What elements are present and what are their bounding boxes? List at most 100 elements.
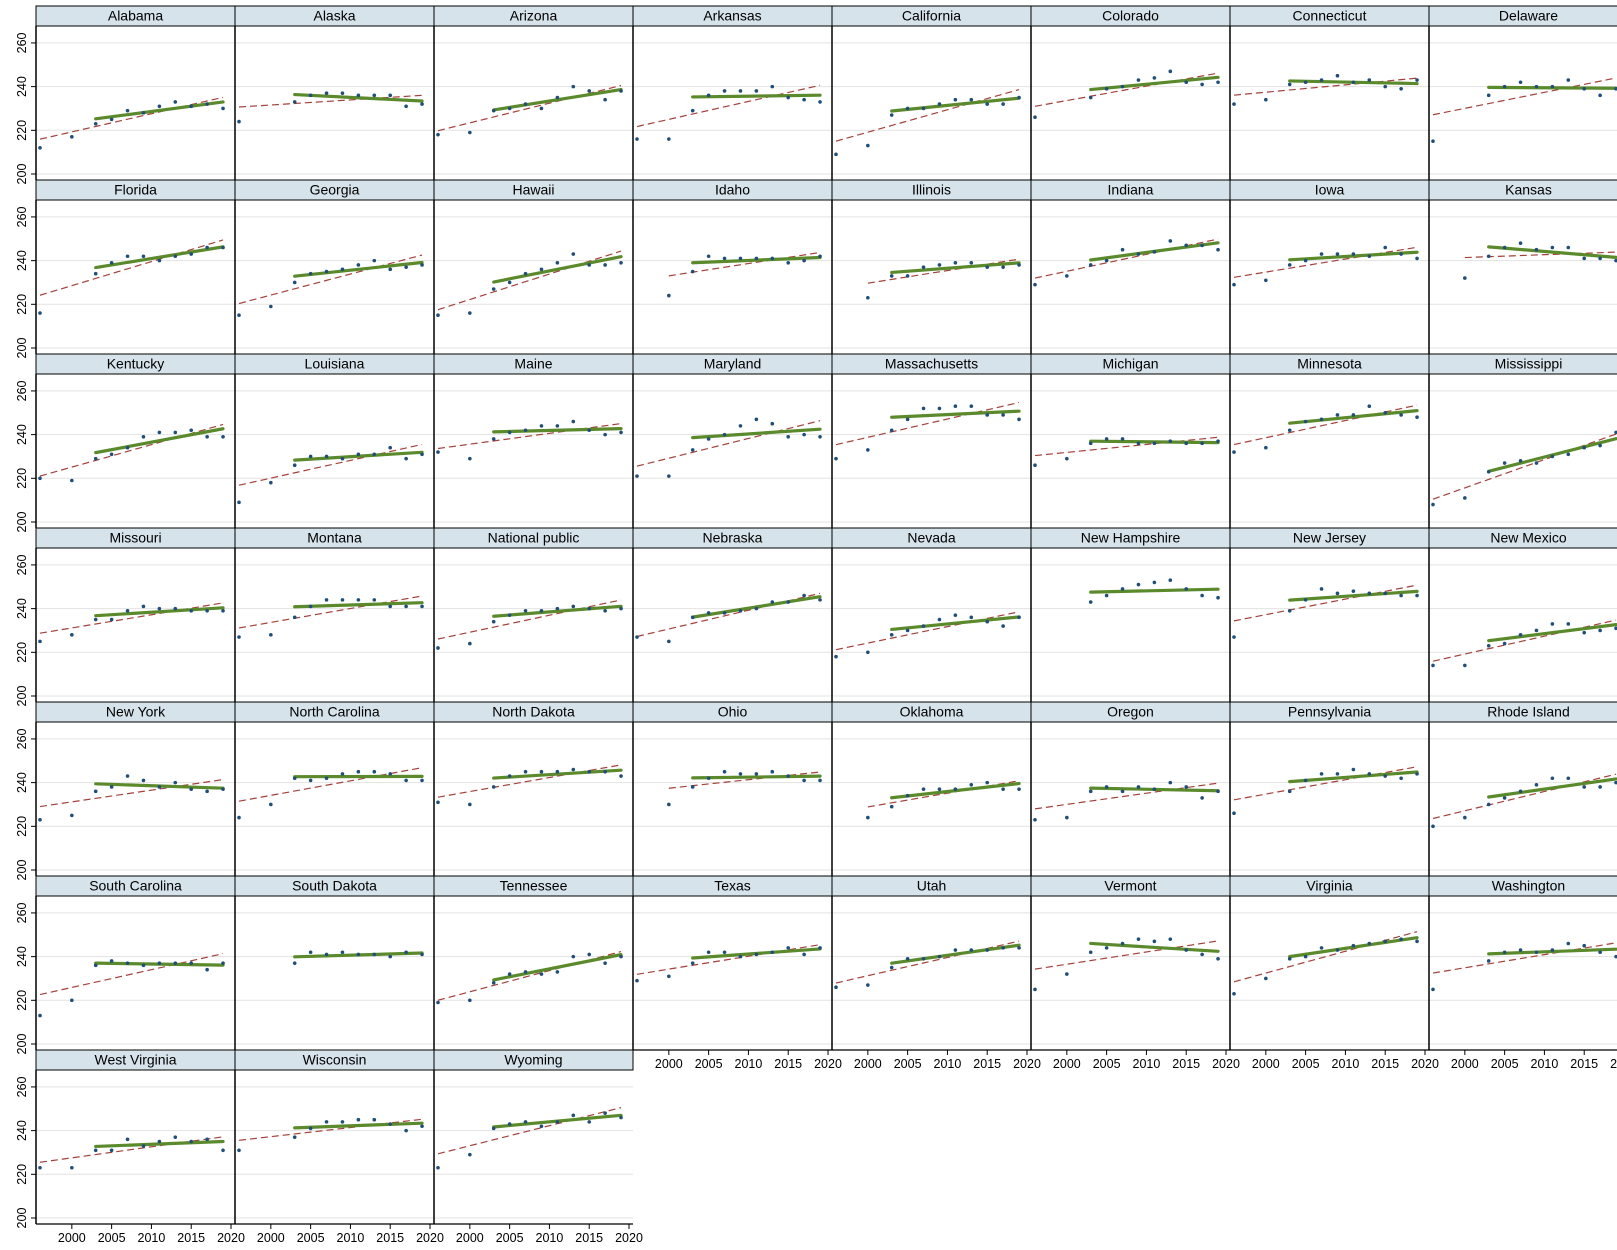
panel-background [832, 26, 1031, 180]
x-tick-label: 2010 [138, 1231, 166, 1245]
data-point [324, 952, 329, 957]
data-point [921, 624, 926, 628]
data-point [1486, 802, 1491, 807]
data-point [1168, 239, 1173, 243]
data-point [953, 787, 958, 791]
trend-line-2003-onward [293, 92, 424, 103]
data-point [969, 783, 974, 787]
data-point [1614, 626, 1617, 631]
data-point [770, 421, 775, 426]
data-point [1065, 274, 1069, 278]
y-tick-label: 220 [15, 816, 29, 837]
data-point [125, 445, 130, 450]
data-point [905, 793, 910, 798]
trend-line-all-years [238, 94, 423, 108]
data-point [690, 108, 695, 113]
data-point [937, 617, 942, 622]
data-point [1104, 87, 1109, 91]
x-tick-label: 2010 [735, 1057, 763, 1071]
data-point [1550, 245, 1555, 250]
data-point [1303, 778, 1308, 783]
x-tick-label: 2020 [217, 1231, 245, 1245]
data-point [507, 430, 512, 435]
data-point [1431, 139, 1435, 144]
data-point [404, 1128, 408, 1133]
data-point [722, 611, 727, 615]
trend-line-2003-onward [1487, 245, 1617, 259]
y-tick-label: 200 [15, 860, 29, 881]
trend-line-all-years [437, 764, 622, 798]
data-point [1104, 946, 1109, 950]
data-point [635, 635, 639, 639]
data-point [109, 785, 114, 789]
data-point [436, 646, 440, 650]
data-point [571, 954, 576, 959]
data-point [507, 1122, 512, 1126]
panel-maryland: Maryland [632, 353, 833, 528]
panel-title: Ohio [718, 704, 748, 720]
panel-mississippi: Mississippi [1428, 353, 1617, 528]
data-point [937, 787, 942, 791]
data-point [1001, 787, 1005, 791]
y-tick-label: 260 [15, 554, 29, 575]
data-point [690, 448, 695, 452]
data-point [921, 406, 926, 411]
data-point [1184, 441, 1189, 446]
panel-title: Montana [307, 530, 362, 546]
y-tick-label: 240 [15, 772, 29, 793]
data-point [1033, 987, 1037, 992]
trend-line-all-years [238, 1118, 423, 1141]
data-point [786, 261, 791, 265]
data-point [889, 633, 894, 637]
trend-line-all-years [1233, 584, 1418, 622]
data-point [985, 619, 990, 624]
data-point [205, 789, 209, 794]
panel-title: Kansas [1505, 182, 1552, 198]
data-point [571, 604, 576, 609]
x-tick-label: 2010 [1332, 1057, 1360, 1071]
trend-line-2003-onward [691, 93, 822, 99]
panel-title: Oklahoma [900, 704, 964, 720]
data-point [1518, 633, 1523, 637]
data-point [221, 609, 225, 613]
trend-line-all-years [39, 779, 224, 808]
y-tick-label: 240 [15, 598, 29, 619]
panel-background [235, 548, 434, 702]
data-point [1598, 256, 1602, 261]
data-point [157, 258, 162, 263]
data-point [1534, 247, 1539, 252]
data-point [436, 313, 440, 318]
data-point [1001, 624, 1005, 628]
panel-rhode-island: Rhode Island [1428, 701, 1617, 876]
panel-background [434, 548, 633, 702]
data-point [420, 604, 424, 609]
data-point [1335, 772, 1340, 776]
panel-pennsylvania: Pennsylvania [1229, 701, 1430, 876]
trend-line-all-years [1233, 766, 1418, 801]
x-tick-label: 2015 [177, 1231, 205, 1245]
data-point [388, 604, 393, 609]
panel-background [235, 374, 434, 528]
data-point [603, 1111, 607, 1115]
data-point [1287, 957, 1292, 961]
data-point [1383, 84, 1388, 89]
data-point [491, 287, 496, 291]
panel-title: Connecticut [1293, 8, 1367, 24]
panel-background [1031, 548, 1230, 702]
data-point [603, 97, 607, 102]
data-point [1582, 630, 1587, 635]
data-point [436, 450, 440, 454]
data-point [38, 311, 42, 315]
x-tick-label: 2015 [1570, 1057, 1598, 1071]
x-tick-label: 2005 [1292, 1057, 1320, 1071]
panel-background [832, 722, 1031, 876]
trend-line-2003-onward [94, 100, 225, 121]
panel-title: Iowa [1315, 182, 1345, 198]
data-point [93, 963, 98, 968]
data-point [308, 271, 313, 276]
trend-line-2003-onward [890, 96, 1021, 113]
data-point [802, 952, 806, 957]
panel-background [1230, 26, 1429, 180]
data-point [969, 97, 974, 102]
data-point [324, 598, 329, 602]
